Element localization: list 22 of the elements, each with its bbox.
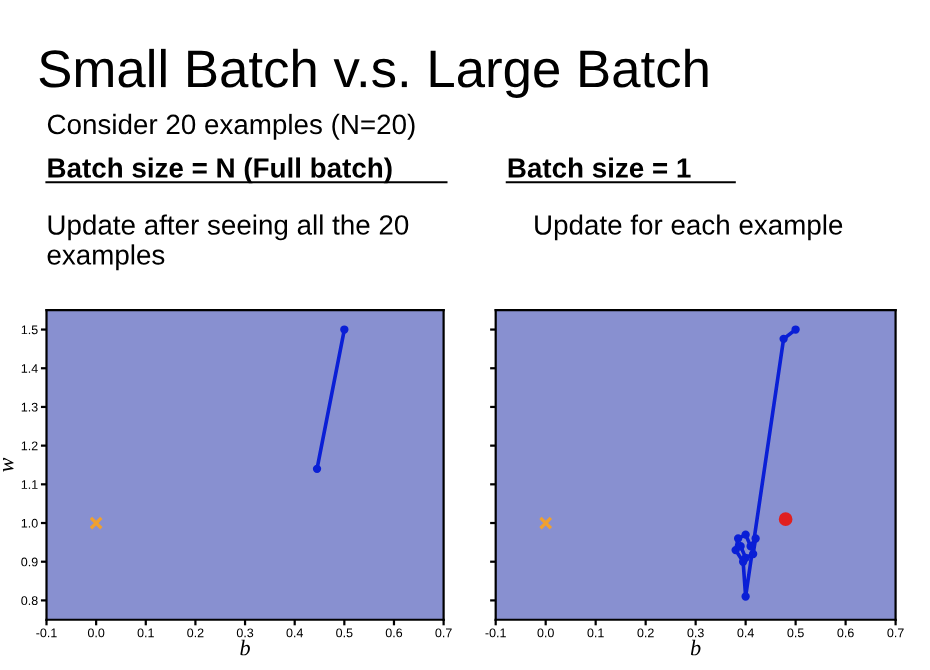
chart-subtitle: Update for each example <box>535 214 843 241</box>
text: Small Batch v.s. Large Batch <box>39 48 708 99</box>
point <box>731 545 740 555</box>
point <box>340 325 349 334</box>
x-axis-title: b <box>240 639 250 656</box>
text: Consider 20 examples (N=20) <box>47 113 415 140</box>
point <box>538 516 553 530</box>
point <box>741 530 750 539</box>
point <box>748 549 758 559</box>
point <box>312 464 322 474</box>
chart-subtitle: Update after seeing all the 20 examples <box>47 214 409 271</box>
point <box>741 592 750 601</box>
point <box>89 516 104 530</box>
chart-title: Batch size = 1 <box>508 157 691 178</box>
chart-title: Batch size = N (Full batch) <box>48 157 392 184</box>
y-axis-title: w <box>3 457 14 472</box>
x-axis-title: b <box>690 639 701 656</box>
point <box>751 534 760 543</box>
point <box>778 512 793 527</box>
point <box>791 325 800 334</box>
point <box>733 534 743 543</box>
point <box>779 334 788 344</box>
